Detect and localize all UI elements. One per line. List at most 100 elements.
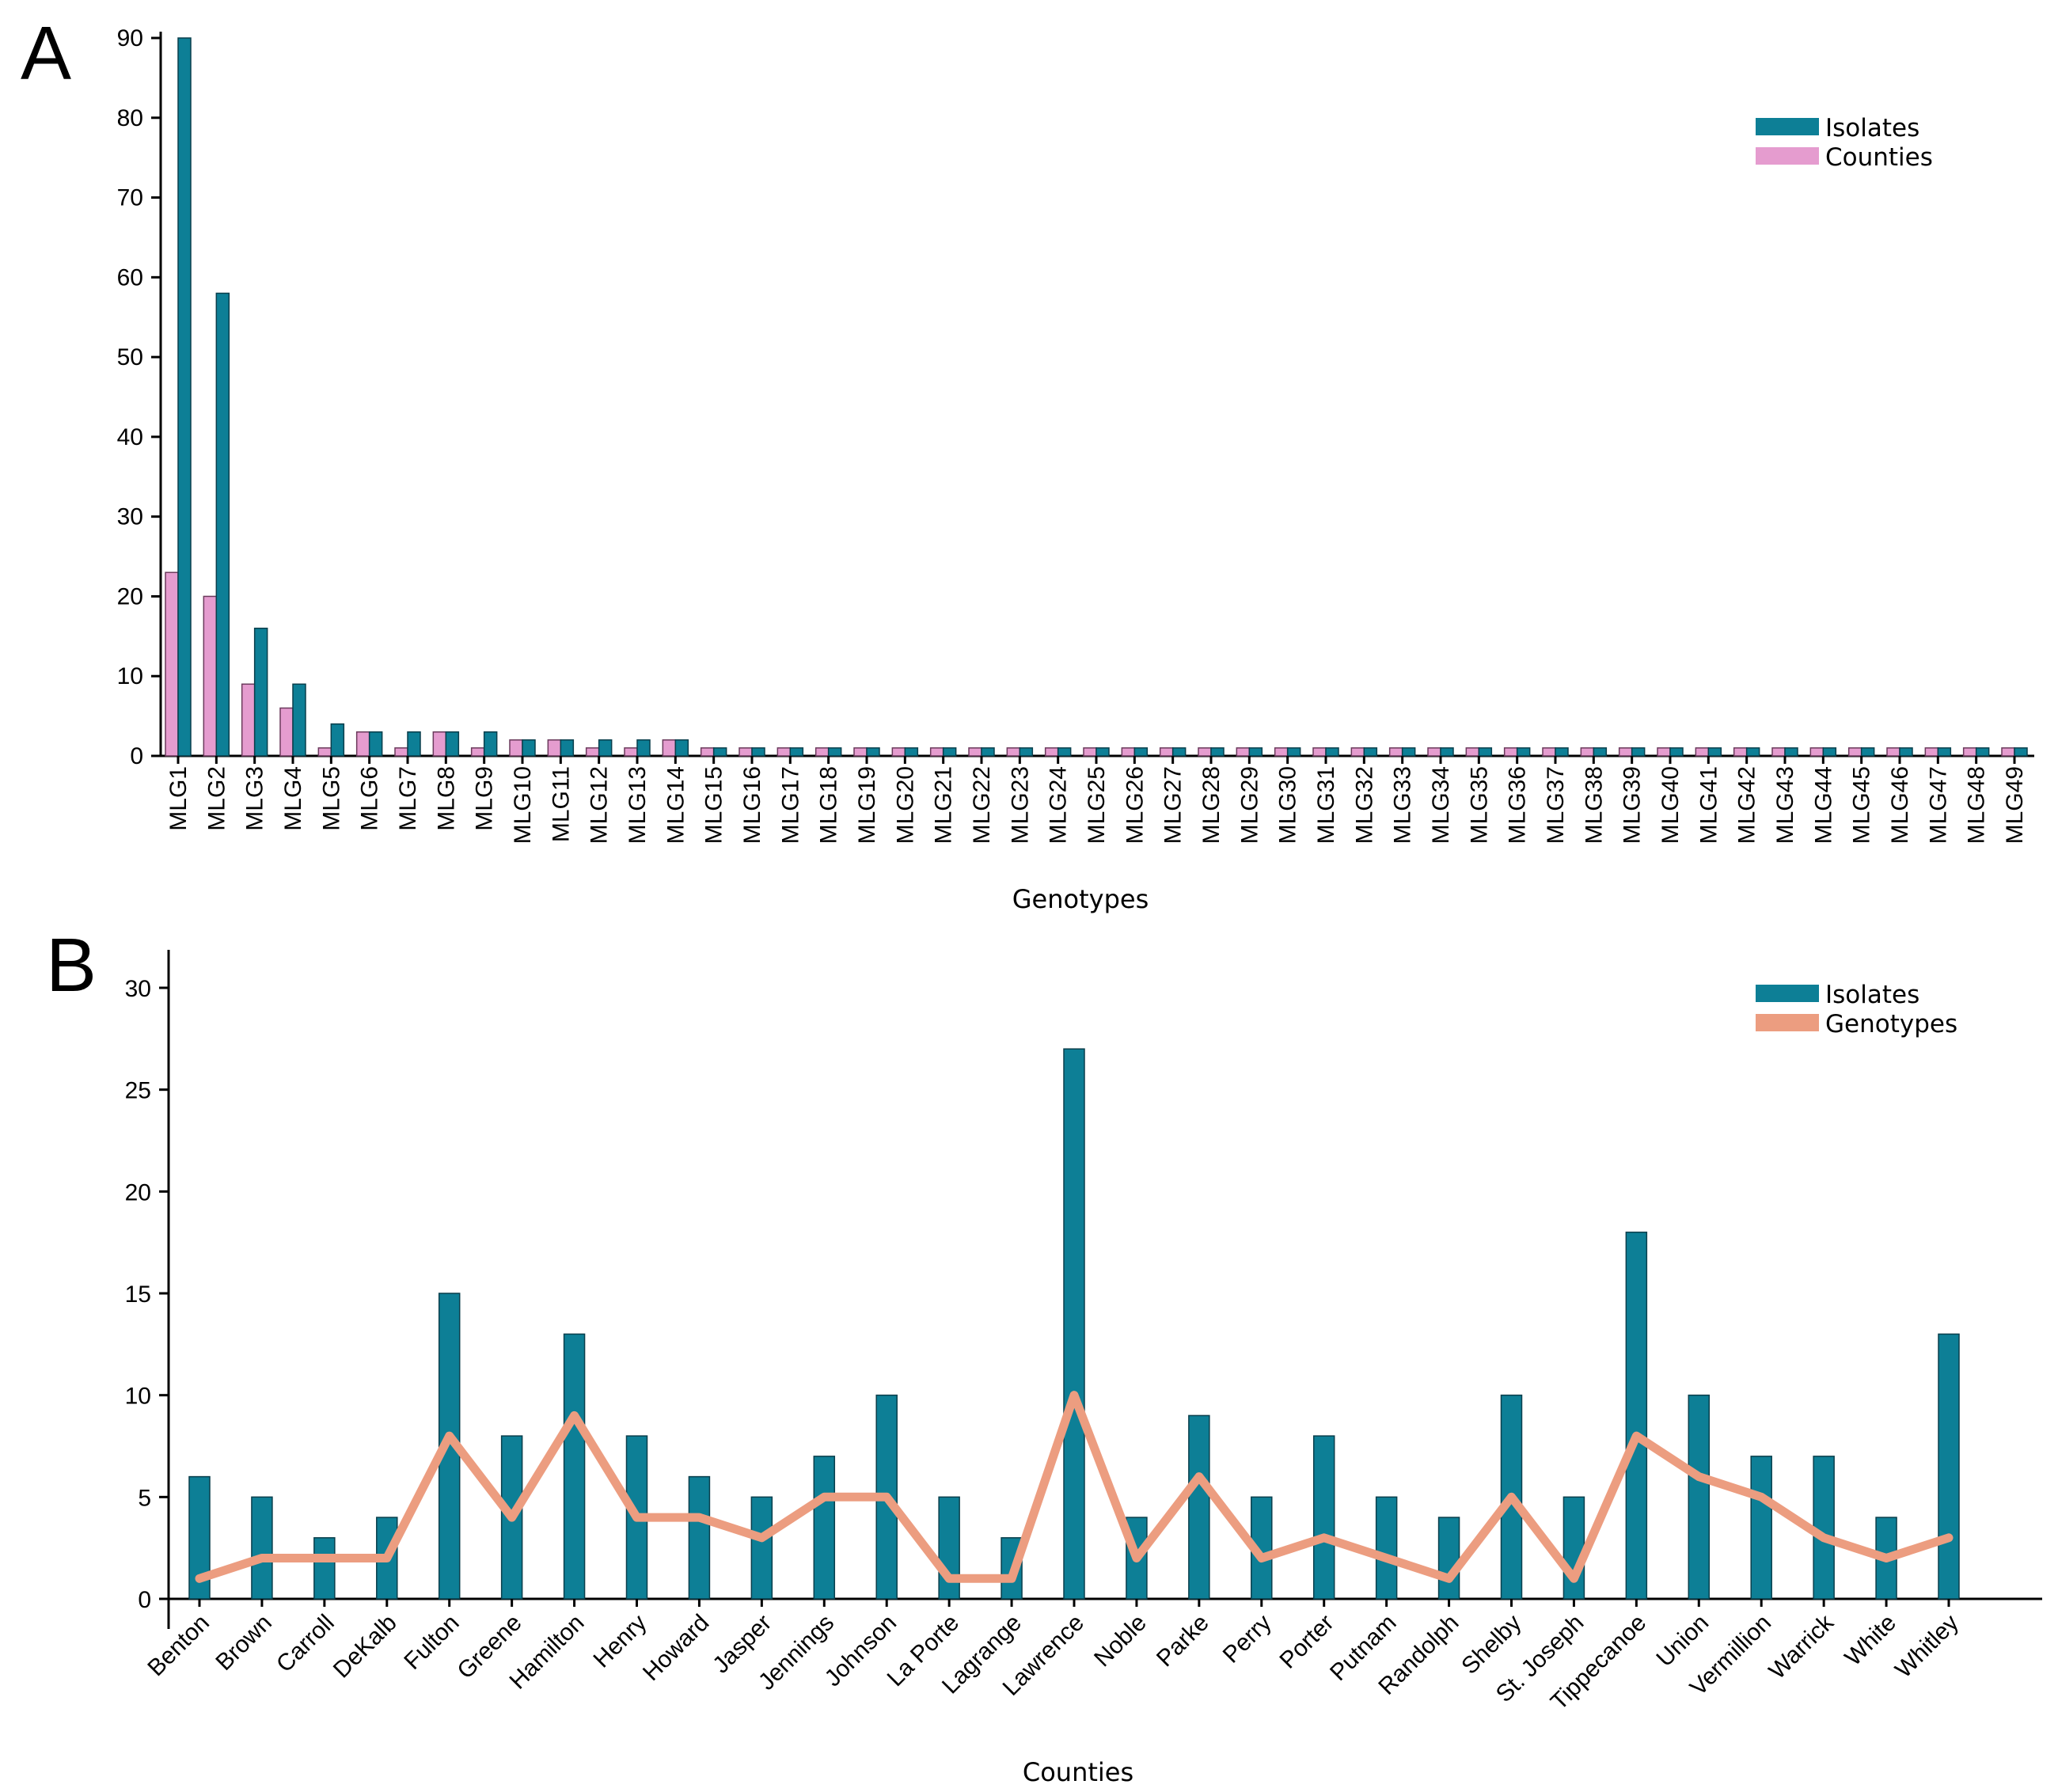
panel-a-x-tick-label-mlg17: MLG17 [777,766,803,844]
panel-b-bar-isolates-randolph [1437,1517,1460,1600]
panel-b-x-tick-label-dekalb: DeKalb [328,1610,402,1684]
panel-a-bar-counties-mlg12 [585,747,600,757]
panel-b-x-tick-label-brown: Brown [211,1610,276,1676]
panel-a-bar-counties-mlg27 [1159,747,1174,757]
panel-b-legend-swatch-isolates [1756,985,1819,1002]
panel-a-bar-counties-mlg42 [1733,747,1748,757]
panel-a-bar-counties-mlg30 [1274,747,1289,757]
panel-a-bar-counties-mlg26 [1121,747,1136,757]
panel-b-bar-isolates-carroll [313,1537,336,1600]
panel-a-x-tick-label-mlg27: MLG27 [1160,766,1187,844]
panel-a-y-tick-label: 0 [130,743,143,769]
panel-a-bar-isolates-mlg47 [1937,747,1952,757]
panel-a-bar-counties-mlg39 [1618,747,1633,757]
panel-a-bar-isolates-mlg28 [1210,747,1225,757]
panel-a-bar-isolates-mlg20 [904,747,919,757]
panel-a-bar-counties-mlg14 [662,739,677,757]
panel-a-bar-isolates-mlg39 [1631,747,1646,757]
panel-a-bar-isolates-mlg41 [1707,747,1722,757]
panel-a-bar-counties-mlg32 [1350,747,1365,757]
panel-a-bar-counties-mlg43 [1771,747,1786,757]
panel-a-bar-isolates-mlg11 [560,739,575,757]
panel-b-x-tick-label-carroll: Carroll [271,1610,340,1678]
panel-a-x-tick-label-mlg30: MLG30 [1275,766,1301,844]
panel-b-bar-isolates-la-porte [938,1496,960,1600]
panel-a-bar-counties-mlg3 [241,683,256,757]
panel-a-x-tick-label-mlg5: MLG5 [318,766,344,831]
panel-a-x-tick-label-mlg25: MLG25 [1084,766,1110,844]
panel-a-bar-isolates-mlg18 [827,747,842,757]
panel-a-x-tick-label-mlg14: MLG14 [663,766,689,844]
panel-a-x-tick-label-mlg2: MLG2 [203,766,230,831]
panel-b-y-tick-label: 15 [125,1281,151,1308]
panel-a-bar-isolates-mlg13 [636,739,651,757]
panel-b-y-tick-label: 10 [125,1384,151,1410]
panel-b-bar-isolates-porter [1312,1435,1335,1600]
panel-a-bar-counties-mlg24 [1044,747,1059,757]
panel-a-x-tick-label-mlg15: MLG15 [701,766,727,844]
panel-a-bar-isolates-mlg38 [1593,747,1608,757]
panel-a-x-tick-label-mlg12: MLG12 [587,766,613,844]
panel-a-x-tick-label-mlg7: MLG7 [395,766,421,831]
panel-a-bar-isolates-mlg31 [1325,747,1339,757]
panel-a-y-tick-label: 80 [117,105,143,131]
panel-b-x-tick-label-parke: Parke [1152,1610,1214,1672]
panel-a-x-tick-label-mlg49: MLG49 [2002,766,2028,844]
panel-b-y-tick-label: 25 [125,1078,151,1104]
panel-a-x-tick-label-mlg47: MLG47 [1925,766,1951,844]
panel-a-x-tick-label-mlg10: MLG10 [510,766,536,844]
panel-a-bar-counties-mlg44 [1809,747,1824,757]
panel-a-x-tick-label-mlg11: MLG11 [548,766,574,842]
panel-a-x-tick-label-mlg20: MLG20 [892,766,918,844]
panel-a-bar-counties-mlg25 [1083,747,1097,757]
panel-a-bar-counties-mlg37 [1542,747,1556,757]
panel-a-bar-isolates-mlg8 [445,731,460,757]
panel-a-bar-isolates-mlg23 [1019,747,1034,757]
panel-a-x-tick-label-mlg18: MLG18 [816,766,842,844]
panel-b-x-tick-label-perry: Perry [1218,1610,1277,1669]
panel-a-y-tick-label: 40 [117,424,143,450]
panel-a-bar-counties-mlg48 [1962,747,1977,757]
panel-a-bar-isolates-mlg43 [1784,747,1798,757]
panel-a-x-tick-label-mlg45: MLG45 [1849,766,1875,844]
panel-a-x-axis-title: Genotypes [1012,884,1149,914]
panel-a-x-tick-label-mlg46: MLG46 [1887,766,1913,844]
panel-a-legend-swatch-isolates [1756,118,1819,135]
panel-a-bar-isolates-mlg22 [981,747,995,757]
panel-a-x-tick-label-mlg31: MLG31 [1313,766,1339,844]
panel-b-bar-isolates-st-joseph [1562,1496,1585,1600]
panel-b-y-tick-label: 30 [125,976,151,1002]
panel-b: B Counties Isolates Genotypes 0 5 10 15 20 25… [46,923,2042,1787]
panel-a-y-tick-label: 10 [117,663,143,689]
panel-a-x-tick-label-mlg19: MLG19 [854,766,880,844]
panel-a-bar-counties-mlg16 [739,747,753,757]
panel-b-bar-isolates-tippecanoe [1625,1232,1648,1600]
panel-a-bar-counties-mlg17 [776,747,792,757]
panel-a-x-tick-label-mlg33: MLG33 [1390,766,1416,844]
panel-a-x-tick-label-mlg8: MLG8 [433,766,459,831]
panel-a-y-tick-label: 20 [117,583,143,609]
panel-b-bar-isolates-warrick [1813,1456,1835,1600]
panel-a-x-tick-label-mlg16: MLG16 [739,766,765,844]
panel-a-bar-isolates-mlg15 [712,747,727,757]
panel-b-bar-isolates-union [1688,1394,1711,1600]
panel-a-x-tick-label-mlg23: MLG23 [1007,766,1033,844]
panel-a-bar-isolates-mlg44 [1822,747,1837,757]
panel-a-x-tick-label-mlg28: MLG28 [1198,766,1225,844]
panel-a-bar-isolates-mlg7 [407,731,421,757]
panel-b-x-tick-label-warrick: Warrick [1764,1609,1840,1684]
panel-a-bar-isolates-mlg37 [1555,747,1569,757]
panel-b-legend-label-isolates: Isolates [1825,981,1919,1009]
panel-a-x-tick-label-mlg32: MLG32 [1351,766,1377,844]
panel-a-x-tick-label-mlg22: MLG22 [969,766,995,844]
panel-a-bar-counties-mlg21 [929,747,944,757]
panel-a-x-tick-label-mlg36: MLG36 [1505,766,1531,844]
panel-a-legend-label-counties: Counties [1825,143,1933,172]
panel-a-bar-isolates-mlg48 [1975,747,1990,757]
panel-a-bar-isolates-mlg25 [1095,747,1110,757]
panel-a-bar-counties-mlg38 [1580,747,1595,757]
panel-a-x-tick-label-mlg40: MLG40 [1657,766,1684,844]
panel-a-bar-counties-mlg7 [394,747,408,757]
panel-b-bar-isolates-howard [688,1475,711,1600]
